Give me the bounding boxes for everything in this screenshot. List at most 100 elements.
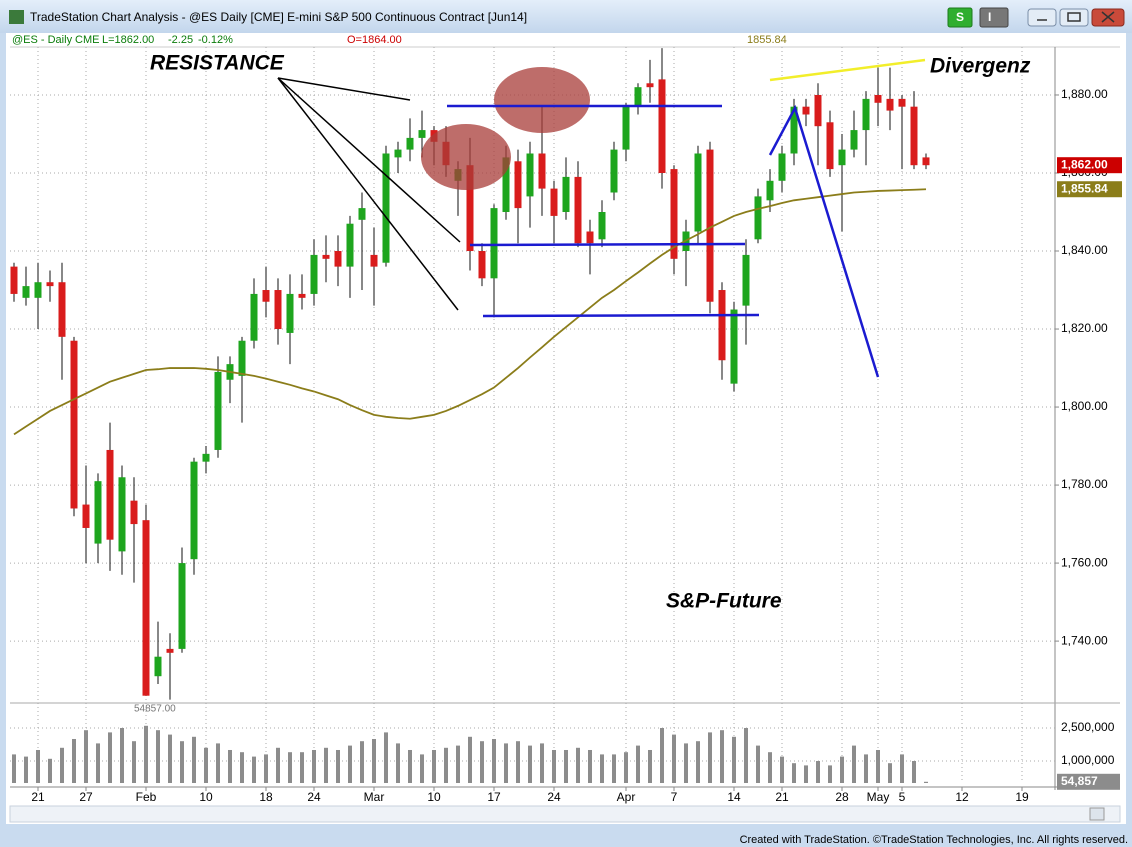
candle-body (586, 231, 594, 244)
indicator-button[interactable] (979, 7, 1009, 28)
candle-body (886, 98, 894, 111)
info-change: -2.25 (168, 34, 193, 46)
scrollbar-thumb[interactable] (1089, 807, 1105, 821)
candle-body (622, 106, 630, 150)
indicator-button-label: I (988, 10, 991, 24)
title-bar (0, 0, 1132, 33)
candle-body (370, 254, 378, 267)
x-tick-label: 5 (899, 790, 906, 804)
volume-bar (432, 749, 436, 783)
candle-body (10, 266, 18, 294)
volume-bar (528, 745, 532, 783)
window-title: TradeStation Chart Analysis - @ES Daily … (30, 10, 527, 24)
volume-bar (312, 749, 316, 783)
resistance-circle (421, 124, 511, 190)
volume-bar (96, 743, 100, 783)
volume-bar (384, 732, 388, 783)
x-tick-label: 24 (307, 790, 321, 804)
candle-body (310, 254, 318, 294)
candle-body (766, 180, 774, 201)
candle-body (646, 83, 654, 88)
x-tick-label: 27 (79, 790, 93, 804)
volume-bar (60, 747, 64, 783)
candle-body (142, 520, 150, 696)
divergence-line (769, 58, 926, 82)
y-tick-label: 1,840.00 (1061, 243, 1108, 257)
x-tick-label: 12 (955, 790, 969, 804)
volume-bar (300, 752, 304, 783)
volume-bar (744, 727, 748, 783)
window-button-glyphs (1037, 11, 1115, 23)
volume-bar (780, 756, 784, 783)
volume-bar (408, 749, 412, 783)
candle-body (694, 153, 702, 232)
candle-body (58, 282, 66, 337)
info-exchange: CME (75, 34, 99, 46)
volume-bar (276, 747, 280, 783)
candle-body (358, 208, 366, 220)
minimize-button[interactable] (1027, 8, 1057, 27)
low-label: 54857.00 (134, 704, 176, 715)
pointer-line (277, 77, 411, 101)
y-tick-label: 1,800.00 (1061, 399, 1108, 413)
candle-body (922, 157, 930, 166)
volume-bar (132, 741, 136, 783)
scrollbar[interactable] (9, 805, 1121, 823)
volume-bar (252, 756, 256, 783)
x-tick-label: 18 (259, 790, 273, 804)
candle-body (406, 137, 414, 150)
support-line (469, 242, 746, 247)
volume-bar (504, 743, 508, 783)
info-symbol: @ES - Daily (12, 34, 73, 46)
candle-body (334, 251, 342, 267)
x-tick-label: Feb (136, 790, 157, 804)
candle-body (274, 290, 282, 330)
info-last: L=1862.00 (102, 34, 154, 46)
x-tick-label: 14 (727, 790, 741, 804)
app-icon (9, 10, 24, 24)
candle-body (418, 130, 426, 138)
volume-bar (624, 752, 628, 783)
pointer-line (277, 77, 461, 243)
candle-body (154, 656, 162, 677)
support-line (482, 313, 760, 318)
candle-body (238, 340, 246, 376)
volume-bar (684, 743, 688, 783)
volume-bar (360, 741, 364, 783)
volume-bar (228, 749, 232, 783)
candle-body (598, 212, 606, 240)
candle-body (106, 449, 114, 540)
x-tick-label: May (867, 790, 890, 804)
x-tick-label: 21 (31, 790, 45, 804)
x-tick-label: Apr (617, 790, 636, 804)
candle-body (670, 169, 678, 259)
y-tick-label: 1,760.00 (1061, 555, 1108, 569)
volume-tick-label: 2,500,000 (1061, 720, 1115, 734)
info-average: 1855.84 (747, 34, 787, 46)
volume-bar (168, 734, 172, 783)
candle-body (166, 648, 174, 653)
volume-bar (720, 730, 724, 783)
volume-bar (828, 765, 832, 783)
candle-body (838, 149, 846, 166)
volume-bar (540, 743, 544, 783)
strategy-button-label: S (956, 10, 964, 24)
info-open: O=1864.00 (347, 34, 402, 46)
volume-bar (468, 736, 472, 783)
y-tick-label: 1,780.00 (1061, 477, 1108, 491)
annotation: RESISTANCE (150, 52, 285, 75)
maximize-button[interactable] (1059, 8, 1089, 27)
volume-bar (480, 741, 484, 783)
candle-body (526, 153, 534, 197)
candle-body (814, 94, 822, 127)
volume-bar (492, 738, 496, 783)
volume-bar (840, 756, 844, 783)
y-tick-label: 1,880.00 (1061, 87, 1108, 101)
price-tag-label: 1,862.00 (1061, 157, 1108, 171)
candle-body (490, 208, 498, 279)
strategy-button[interactable] (947, 7, 973, 28)
pointer-line (277, 77, 459, 311)
candle-body (730, 309, 738, 384)
candle-body (322, 254, 330, 259)
volume-bar (576, 747, 580, 783)
